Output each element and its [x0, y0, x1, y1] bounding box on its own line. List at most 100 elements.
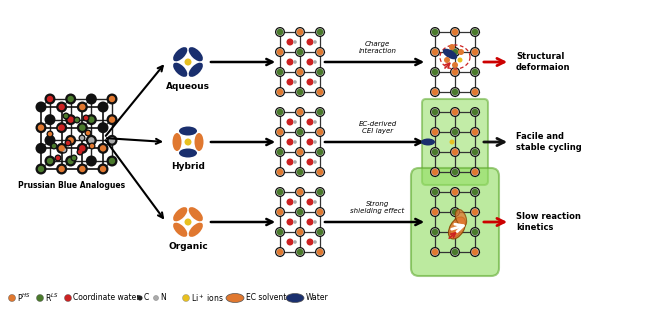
Circle shape — [470, 147, 480, 157]
Circle shape — [182, 295, 190, 301]
Circle shape — [293, 220, 297, 224]
Circle shape — [316, 109, 324, 115]
Circle shape — [286, 119, 293, 126]
Circle shape — [316, 89, 324, 95]
Circle shape — [276, 168, 284, 176]
Circle shape — [472, 129, 478, 136]
Circle shape — [293, 80, 297, 84]
Circle shape — [432, 168, 438, 176]
Circle shape — [472, 168, 478, 176]
Circle shape — [79, 166, 86, 172]
Circle shape — [107, 94, 118, 105]
Circle shape — [79, 104, 86, 110]
Circle shape — [36, 295, 43, 301]
Circle shape — [315, 47, 325, 57]
Circle shape — [65, 114, 76, 125]
Circle shape — [276, 208, 284, 215]
Circle shape — [472, 208, 478, 215]
Circle shape — [297, 148, 303, 156]
Circle shape — [472, 249, 478, 255]
Circle shape — [450, 127, 460, 137]
Circle shape — [36, 101, 47, 112]
Circle shape — [97, 163, 109, 175]
Circle shape — [313, 140, 316, 144]
Circle shape — [97, 143, 109, 154]
Circle shape — [430, 147, 440, 157]
Circle shape — [276, 228, 284, 235]
Circle shape — [109, 137, 115, 144]
Circle shape — [66, 141, 70, 145]
Circle shape — [297, 49, 303, 55]
Circle shape — [275, 147, 285, 157]
Circle shape — [313, 240, 316, 244]
Circle shape — [430, 27, 440, 37]
Ellipse shape — [173, 223, 188, 237]
Circle shape — [307, 239, 313, 245]
Text: Aqueous: Aqueous — [166, 82, 210, 91]
Circle shape — [472, 28, 478, 35]
Ellipse shape — [173, 63, 188, 77]
Circle shape — [450, 87, 460, 97]
Circle shape — [432, 208, 438, 215]
Ellipse shape — [179, 148, 197, 157]
Circle shape — [56, 122, 67, 133]
Circle shape — [276, 89, 284, 95]
Circle shape — [97, 122, 109, 133]
Circle shape — [295, 187, 305, 197]
Text: Structural
deformaion: Structural deformaion — [516, 52, 570, 72]
Circle shape — [316, 168, 324, 176]
Circle shape — [432, 228, 438, 235]
Circle shape — [65, 94, 76, 105]
Circle shape — [275, 67, 285, 77]
Circle shape — [432, 49, 438, 55]
Circle shape — [86, 131, 90, 135]
Circle shape — [56, 163, 67, 175]
Circle shape — [107, 114, 118, 125]
Circle shape — [444, 57, 450, 63]
Circle shape — [97, 101, 109, 112]
Ellipse shape — [173, 47, 188, 61]
Ellipse shape — [443, 49, 457, 59]
Circle shape — [47, 158, 53, 164]
Circle shape — [275, 187, 285, 197]
Circle shape — [36, 122, 47, 133]
Circle shape — [77, 101, 88, 112]
Circle shape — [36, 163, 47, 175]
Circle shape — [184, 138, 191, 146]
Circle shape — [313, 200, 316, 204]
Ellipse shape — [189, 63, 203, 77]
Ellipse shape — [195, 133, 203, 151]
Circle shape — [295, 207, 305, 217]
Circle shape — [184, 59, 191, 65]
Circle shape — [88, 142, 95, 150]
Text: Strong
shielding effect: Strong shielding effect — [350, 201, 405, 214]
Circle shape — [451, 89, 459, 95]
Ellipse shape — [286, 294, 304, 302]
Circle shape — [275, 87, 285, 97]
Circle shape — [84, 130, 91, 136]
Circle shape — [470, 107, 480, 117]
Circle shape — [297, 228, 303, 235]
Circle shape — [313, 40, 316, 44]
Circle shape — [430, 87, 440, 97]
Ellipse shape — [189, 223, 203, 237]
Circle shape — [297, 208, 303, 215]
Circle shape — [286, 138, 293, 146]
Circle shape — [56, 156, 60, 160]
Circle shape — [295, 167, 305, 177]
Circle shape — [293, 200, 297, 204]
Circle shape — [286, 79, 293, 85]
Text: Organic: Organic — [168, 242, 208, 251]
Circle shape — [316, 208, 324, 215]
Circle shape — [316, 228, 324, 235]
Circle shape — [45, 135, 55, 146]
Circle shape — [275, 27, 285, 37]
Circle shape — [276, 148, 284, 156]
Circle shape — [153, 295, 159, 300]
Circle shape — [295, 27, 305, 37]
Circle shape — [293, 40, 297, 44]
Circle shape — [297, 188, 303, 196]
Circle shape — [88, 116, 95, 123]
Circle shape — [307, 218, 313, 225]
Circle shape — [293, 120, 297, 124]
